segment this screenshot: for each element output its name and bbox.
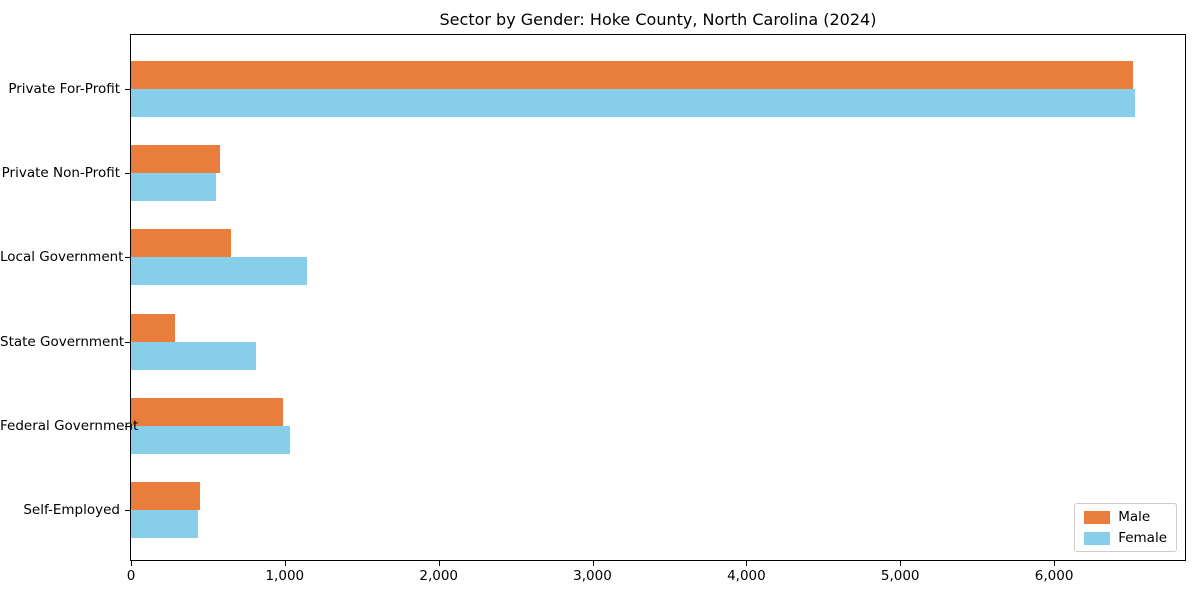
bar-female-private-non-profit	[131, 173, 217, 202]
y-axis-label: Private For-Profit	[8, 81, 120, 97]
y-axis-label: State Government	[0, 333, 125, 350]
bar-female-private-for-profit	[131, 89, 1135, 117]
bar-female-local-government	[131, 257, 307, 286]
bar-female-federal-government	[131, 425, 291, 454]
bar-male-private-non-profit	[131, 145, 220, 174]
x-tick-mark	[746, 561, 748, 566]
y-axis-label: Self-Employed	[23, 502, 120, 518]
y-tick-mark	[125, 173, 130, 175]
legend-swatch-male	[1084, 510, 1111, 524]
x-tick-mark	[438, 561, 440, 566]
legend: Male Female	[1074, 503, 1177, 552]
x-tick-label: 3,000	[573, 568, 612, 584]
bar-male-local-government	[131, 229, 231, 258]
x-tick-mark	[131, 561, 132, 566]
bar-male-state-government	[131, 313, 175, 342]
bar-female-self-employed	[131, 510, 198, 538]
bar-female-state-government	[131, 341, 257, 370]
legend-row-female: Female	[1084, 530, 1167, 546]
x-tick-label: 4,000	[727, 568, 766, 584]
x-tick-label: 1,000	[265, 568, 305, 584]
bar-male-federal-government	[131, 397, 283, 426]
x-tick-label: 6,000	[1034, 568, 1074, 584]
plot-area: Male Female	[130, 34, 1186, 561]
x-tick-mark	[592, 561, 594, 566]
bar-male-private-for-profit	[131, 61, 1133, 89]
y-tick-mark	[125, 510, 130, 511]
chart-title: Sector by Gender: Hoke County, North Car…	[439, 10, 877, 29]
legend-label: Female	[1118, 530, 1167, 546]
x-tick-label: 5,000	[880, 568, 920, 584]
bar-male-self-employed	[131, 482, 201, 510]
y-tick-mark	[125, 341, 130, 343]
legend-swatch-female	[1084, 531, 1111, 545]
y-tick-mark	[125, 257, 130, 259]
x-tick-mark	[900, 561, 902, 566]
y-tick-mark	[125, 89, 130, 90]
legend-row-male: Male	[1084, 509, 1167, 525]
y-axis-label: Local Government	[0, 249, 124, 266]
legend-label: Male	[1118, 509, 1151, 525]
y-axis-label: Federal Government	[0, 417, 139, 434]
y-axis-label: Private Non-Profit	[1, 165, 120, 182]
x-tick-label: 0	[126, 568, 136, 584]
x-tick-mark	[284, 561, 286, 566]
x-tick-mark	[1054, 561, 1056, 566]
x-tick-label: 2,000	[419, 568, 459, 584]
y-tick-mark	[125, 425, 130, 427]
